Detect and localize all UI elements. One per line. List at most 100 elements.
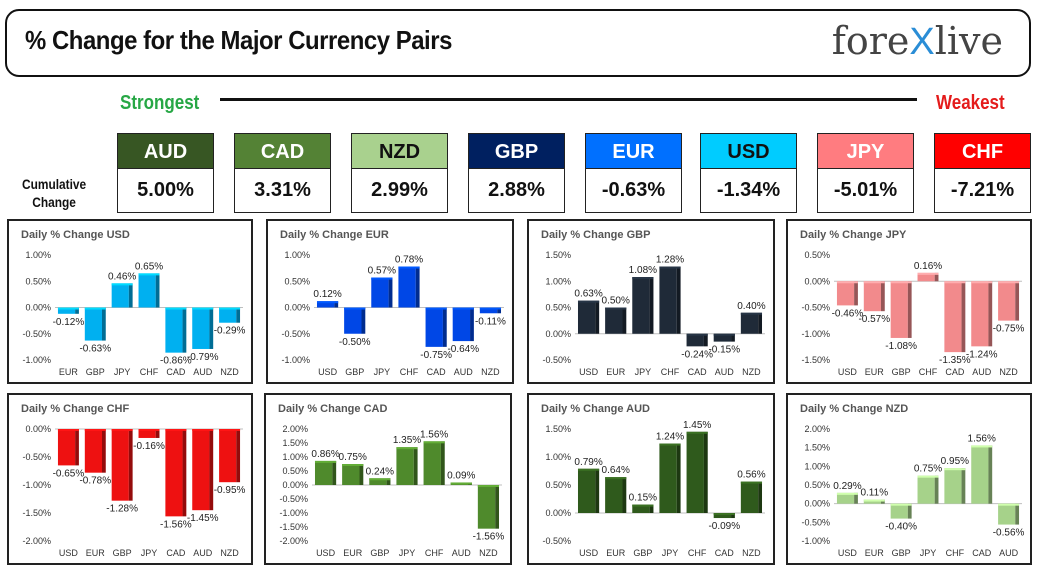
bar-top: [477, 485, 500, 487]
bar-front: [369, 478, 387, 485]
bar-top: [423, 441, 445, 444]
cumulative-label-line1: Cumulative: [22, 176, 87, 192]
bar-front: [165, 429, 183, 517]
bar-side: [1015, 503, 1020, 525]
bar-usd: [57, 429, 79, 466]
bar-front: [632, 504, 650, 513]
bar-front: [111, 429, 129, 501]
bar-front: [192, 307, 210, 349]
bar-jpy: [111, 283, 133, 308]
bar-chf: [944, 468, 966, 504]
bar-side: [703, 333, 708, 347]
y-tick-label: -0.50%: [22, 329, 51, 339]
bar-side: [854, 492, 858, 504]
bar-top: [138, 273, 160, 276]
currency-card-gbp: GBP 2.88%: [468, 133, 565, 213]
x-category-label: CHF: [946, 548, 965, 558]
bar-top: [713, 513, 735, 515]
chart-panel-gbp: Daily % Change GBP 1.50% 1.00% 0.50% 0.00% -0…: [527, 219, 775, 384]
bar-cad: [165, 307, 187, 353]
currency-code: CAD: [234, 133, 331, 169]
bar-top: [944, 468, 966, 471]
data-label: 0.24%: [366, 466, 394, 477]
bar-top: [605, 307, 627, 310]
bar-side: [440, 441, 445, 485]
bar-front: [425, 307, 443, 347]
bar-top: [917, 475, 939, 478]
bar-top: [396, 447, 418, 450]
bar-side: [595, 468, 600, 513]
y-tick-label: 0.50%: [545, 303, 571, 313]
bar-side: [676, 443, 681, 513]
bar-side: [907, 503, 912, 519]
bar-side: [880, 281, 885, 312]
bar-top: [314, 460, 337, 463]
y-tick-label: 1.00%: [804, 461, 830, 471]
data-label: -0.50%: [339, 337, 371, 348]
bar-top: [713, 333, 735, 336]
bar-top: [111, 283, 133, 286]
bar-front: [84, 307, 102, 341]
bar-aud: [450, 482, 472, 485]
bar-usd: [836, 281, 858, 306]
y-tick-label: -1.50%: [801, 355, 830, 365]
data-label: 1.56%: [968, 433, 996, 444]
bar-jpy: [371, 277, 393, 308]
bar-top: [192, 429, 214, 431]
data-label: 0.12%: [313, 289, 341, 300]
bar-top: [836, 492, 858, 495]
y-tick-label: 0.00%: [804, 499, 830, 509]
x-category-label: CHF: [919, 367, 938, 377]
bar-chf: [917, 272, 939, 282]
data-label: 1.28%: [656, 255, 684, 266]
x-category-label: NZD: [742, 367, 761, 377]
bar-side: [731, 333, 735, 342]
data-label: 0.40%: [737, 301, 765, 312]
y-tick-label: -2.00%: [22, 536, 51, 546]
y-tick-label: 0.50%: [804, 250, 830, 260]
chart-title: Daily % Change CAD: [278, 403, 387, 415]
bar-front: [111, 283, 129, 308]
bar-front: [396, 447, 414, 485]
bar-cad: [944, 281, 966, 353]
x-category-label: EUR: [865, 548, 885, 558]
currency-value: -7.21%: [934, 169, 1031, 213]
y-tick-label: 1.00%: [545, 452, 571, 462]
bar-top: [342, 464, 364, 466]
data-label: -0.75%: [993, 324, 1025, 335]
x-category-label: GBP: [370, 548, 389, 558]
bar-top: [316, 301, 339, 304]
bar-top: [740, 481, 763, 484]
chart-svg: Daily % Change JPY 0.50% 0.00% -0.50% -1.00%…: [800, 229, 1025, 377]
bar-side: [101, 307, 106, 341]
x-category-label: CHF: [400, 367, 419, 377]
bar-front: [971, 281, 989, 347]
bar-cad: [425, 307, 447, 347]
data-label: -0.75%: [420, 350, 452, 361]
bar-top: [450, 482, 472, 485]
bar-front: [998, 281, 1016, 321]
y-tick-label: -0.50%: [801, 517, 830, 527]
y-tick-label: 0.50%: [282, 466, 308, 476]
data-label: 1.45%: [683, 420, 711, 431]
bar-side: [622, 307, 627, 334]
y-tick-label: 0.00%: [282, 480, 308, 490]
bar-front: [479, 307, 498, 314]
bar-side: [209, 429, 214, 511]
y-tick-label: 1.50%: [545, 250, 571, 260]
bar-chf: [138, 273, 160, 308]
bar-gbp: [84, 307, 106, 341]
x-category-label: CAD: [972, 548, 992, 558]
bar-side: [470, 307, 474, 342]
bar-gbp: [890, 281, 912, 338]
bar-side: [495, 485, 500, 529]
bar-top: [577, 300, 600, 303]
y-tick-label: 0.50%: [25, 276, 51, 286]
bar-gbp: [632, 504, 654, 513]
bar-aud: [713, 333, 735, 342]
currency-card-eur: EUR -0.63%: [585, 133, 682, 213]
bar-side: [758, 481, 763, 513]
y-tick-label: 0.50%: [284, 276, 310, 286]
bar-front: [57, 307, 76, 314]
bar-front: [917, 272, 935, 282]
